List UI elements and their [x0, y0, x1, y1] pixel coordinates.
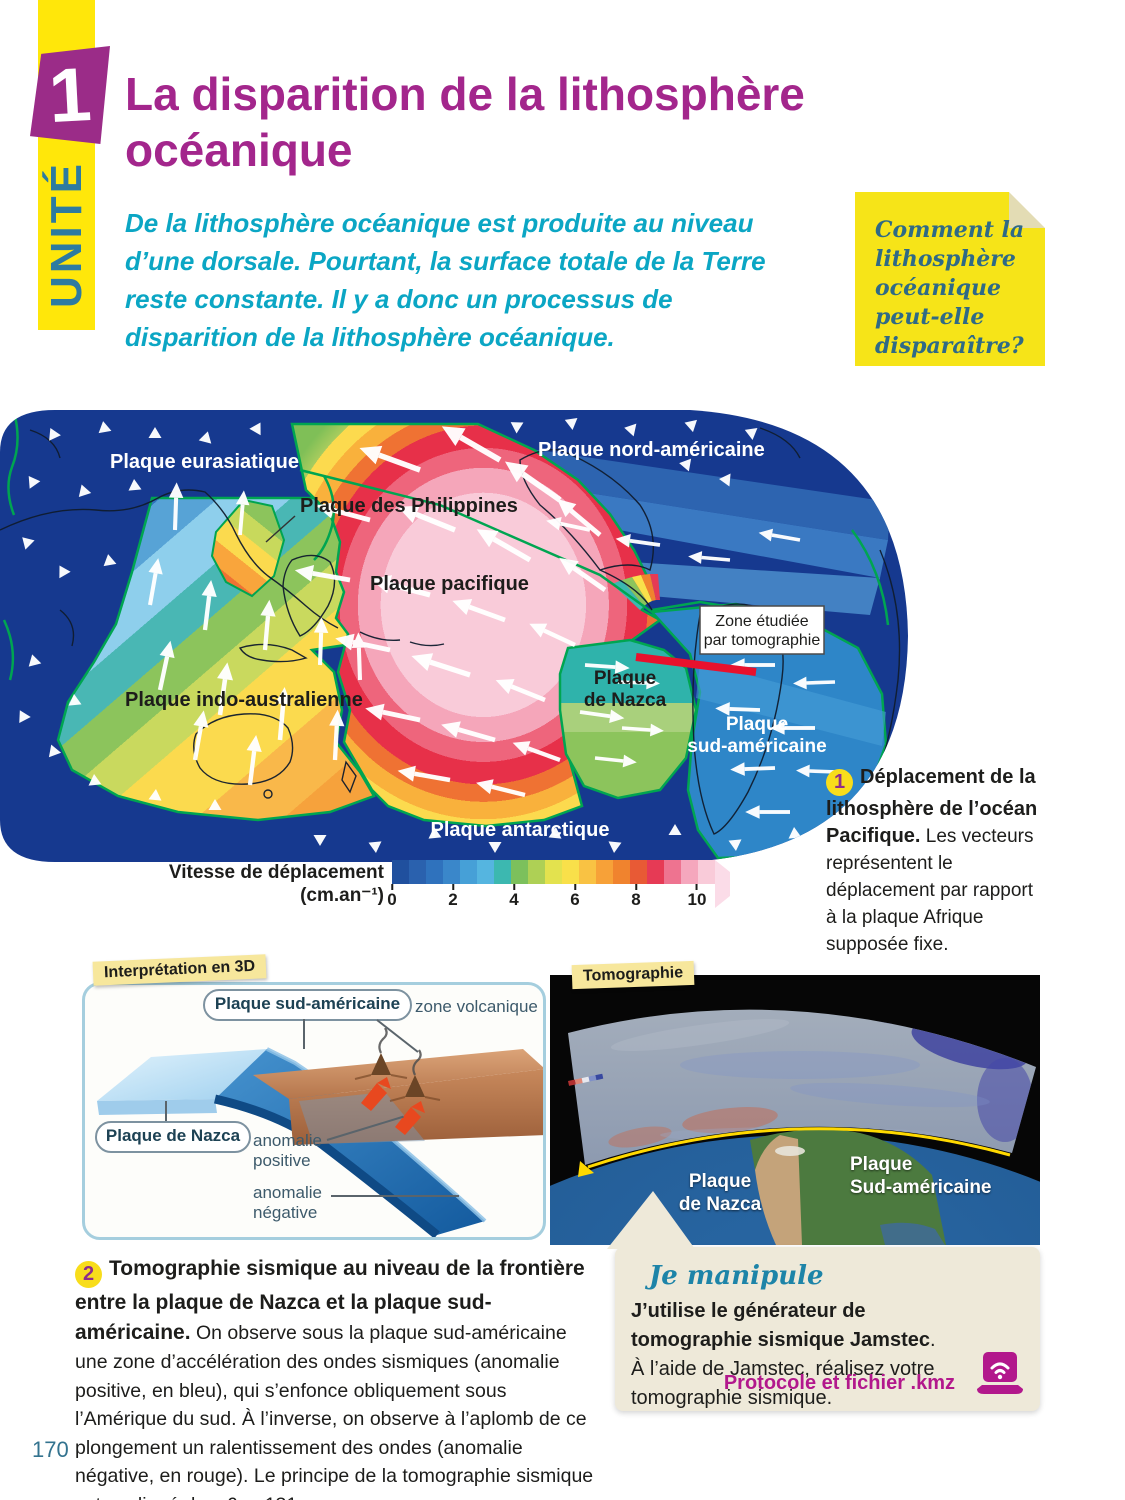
label-nazca-plate-l2: de Nazca [584, 690, 667, 711]
tomo-color-scale-icon [568, 1073, 604, 1086]
philippine-plate-shape [210, 498, 286, 598]
label-anomalie-negative: anomalie négative [253, 1183, 322, 1222]
unit-label: UNITÉ [42, 161, 91, 309]
legend-bar-segments [392, 860, 747, 908]
je-manipule-text: . À l’aide de Jamstec, réalisez votre to… [631, 1329, 936, 1409]
zone-box-line2: par tomographie [704, 632, 821, 649]
label-anomalie-positive: anomalie positive [253, 1131, 322, 1170]
je-manipule-title: Je manipule [649, 1261, 824, 1291]
label-indo-australian-plate: Plaque indo-australienne [125, 689, 363, 711]
doc2-caption-bold: Tomographie sismique au niveau de la fro… [75, 1257, 585, 1344]
doc1-number-badge: 1 [826, 769, 853, 796]
sticky-question: Comment la lithosphère océanique peut-el… [875, 217, 1025, 359]
zone-box: Zone étudiée par tomographie [699, 605, 825, 655]
je-manipule-box: Je manipule J’utilise le générateur de t… [615, 1247, 1040, 1411]
zone-box-line1: Zone étudiée [715, 613, 809, 630]
tomo-label-sud-americaine: Plaque Sud-américaine [850, 1154, 992, 1198]
label-south-american-plate-l1: Plaque [726, 714, 788, 735]
leader-line [165, 1101, 167, 1121]
tomography-image [550, 1009, 1040, 1245]
question-sticky-note: Comment la lithosphère océanique peut-el… [855, 192, 1045, 366]
sticky-folded-corner-icon [1009, 192, 1045, 228]
leader-line [303, 1019, 305, 1049]
doc2-caption-text: On observe sous la plaque sud-américaine… [75, 1322, 594, 1500]
label-eurasian-plate: Plaque eurasiatique [110, 451, 299, 473]
label-nazca-plate-l1: Plaque [594, 668, 656, 689]
tomography-section-line [635, 653, 757, 676]
volcano-icons [354, 1027, 441, 1102]
plate-velocity-map: Zone étudiée par tomographie Plaque eura… [0, 410, 908, 862]
je-manipule-bold: J’utilise le générateur de tomographie s… [631, 1300, 930, 1351]
interpretation-3d-panel: Plaque sud-américaine zone volcanique Pl… [82, 982, 546, 1240]
doc2-caption: 2 Tomographie sismique au niveau de la fr… [75, 1254, 600, 1500]
label-philippine-plate: Plaque des Philippines [300, 495, 518, 517]
magma-arrow-icons [361, 1077, 425, 1135]
nazca-plate-shape [558, 638, 698, 800]
section-arc-line [587, 1127, 1011, 1169]
doc1-caption-bold: Déplacement de la lithosphère de l’océan… [826, 766, 1038, 847]
page-title: La disparition de la lithosphère océaniq… [125, 68, 805, 176]
unit-number: 1 [46, 51, 94, 140]
label-south-american-plate-l2: sud-américaine [687, 736, 826, 757]
velocity-legend: Vitesse de déplacement (cm.an⁻¹) 0 2 4 6 8 10 [148, 858, 748, 910]
pill-plaque-sud-americaine: Plaque sud-américaine [203, 989, 412, 1021]
subduction-3d-diagram [97, 1027, 543, 1237]
unit-number-badge: 1 [30, 46, 110, 144]
protocole-kmz-link[interactable]: Protocole et fichier .kmz [723, 1372, 955, 1394]
legend-title: Vitesse de déplacement (cm.an⁻¹) [168, 862, 384, 906]
label-north-american-plate: Plaque nord-américaine [538, 439, 765, 461]
intro-paragraph: De la lithosphère océanique est produite… [125, 208, 766, 352]
label-antarctic-plate: Plaque antarctique [431, 819, 610, 841]
pill-plaque-de-nazca: Plaque de Nazca [95, 1121, 251, 1153]
doc2-number-badge: 2 [75, 1261, 102, 1288]
tomography-panel: Plaque de Nazca Plaque Sud-américaine [550, 975, 1040, 1245]
doc1-caption: 1 Déplacement de la lithosphère de l’océa… [826, 764, 1048, 958]
laptop-wifi-icon[interactable] [974, 1351, 1026, 1397]
legend-ticks: 0 2 4 6 8 10 [387, 884, 715, 910]
tag-tomographie: Tomographie [571, 960, 695, 990]
label-zone-volcanique: zone volcanique [415, 997, 538, 1016]
label-pacific-plate: Plaque pacifique [370, 573, 529, 595]
leader-line [331, 1195, 459, 1197]
page-number: 170 [32, 1437, 69, 1462]
je-manipule-pointer [607, 1191, 695, 1249]
doc1-caption-text: Les vecteurs représentent le déplacement… [826, 826, 1034, 955]
tomo-label-nazca: Plaque de Nazca [678, 1171, 762, 1215]
